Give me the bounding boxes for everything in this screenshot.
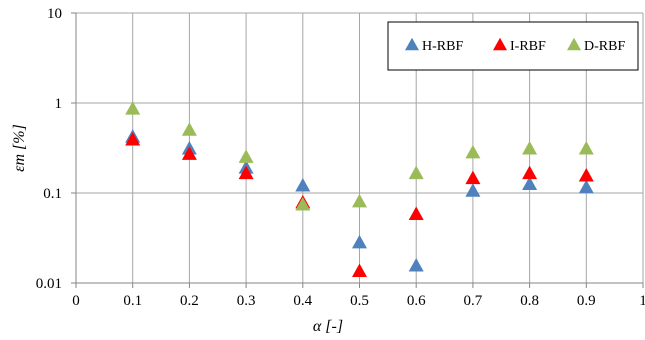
legend-label: D-RBF — [584, 39, 625, 54]
x-tick-label: 0.2 — [180, 293, 199, 309]
x-tick-label: 1 — [639, 293, 645, 309]
x-tick-label: 0.7 — [464, 293, 483, 309]
legend-item-h-rbf: H-RBF — [405, 37, 463, 54]
x-tick-labels: 0 0.1 0.2 0.3 0.4 0.5 0.6 0.7 0.8 0.9 1 — [72, 293, 645, 309]
data-point — [125, 101, 141, 115]
x-tick-label: 0.4 — [293, 293, 312, 309]
y-tick-label: 0.01 — [36, 276, 62, 292]
legend-label: I-RBF — [510, 39, 546, 54]
legend-items: H-RBF I-RBF D-RBF — [405, 37, 625, 54]
data-point — [465, 183, 481, 197]
data-point — [578, 179, 594, 194]
legend-marker — [493, 37, 507, 51]
data-point — [578, 140, 594, 155]
legend: H-RBF I-RBF D-RBF — [387, 21, 639, 71]
data-point — [352, 234, 367, 249]
x-axis-title: α [-] — [313, 318, 343, 335]
x-tick-label: 0.3 — [237, 293, 256, 309]
data-point — [408, 206, 424, 220]
x-tick-label: 0.9 — [577, 293, 596, 309]
data-point — [522, 176, 538, 190]
y-axis-title: εm [%] — [11, 124, 28, 172]
x-tick-label: 0.8 — [520, 293, 539, 309]
data-point — [408, 258, 424, 272]
legend-marker — [567, 37, 581, 51]
x-tick-label: 0.6 — [407, 293, 426, 309]
data-point — [295, 178, 311, 192]
data-point — [522, 165, 538, 180]
data-point — [408, 165, 424, 180]
series-d-rbf — [125, 101, 594, 211]
legend-item-i-rbf: I-RBF — [493, 37, 546, 54]
data-point — [238, 165, 254, 180]
data-point — [522, 140, 538, 155]
x-tick-label: 0.5 — [350, 293, 369, 309]
data-point — [125, 131, 141, 146]
x-tick-label: 0.1 — [123, 293, 142, 309]
data-points — [125, 101, 594, 277]
data-point — [465, 144, 481, 159]
data-point — [295, 196, 311, 211]
y-tick-label: 1 — [55, 96, 63, 112]
data-point — [181, 146, 197, 160]
axes — [71, 12, 644, 288]
legend-marker — [405, 37, 419, 51]
series-i-rbf — [125, 131, 594, 277]
legend-item-d-rbf: D-RBF — [567, 37, 625, 54]
data-point — [352, 193, 367, 208]
y-tick-label: 0.1 — [43, 186, 62, 202]
data-point — [181, 122, 197, 136]
y-tick-label: 10 — [47, 6, 62, 22]
data-point — [578, 168, 594, 182]
data-point — [352, 263, 367, 277]
x-tick-label: 0 — [72, 293, 80, 309]
data-point — [238, 149, 254, 163]
legend-box — [387, 21, 639, 71]
data-point — [465, 170, 481, 185]
y-tick-labels: 0.01 0.1 1 10 — [36, 6, 62, 292]
legend-label: H-RBF — [422, 39, 463, 54]
